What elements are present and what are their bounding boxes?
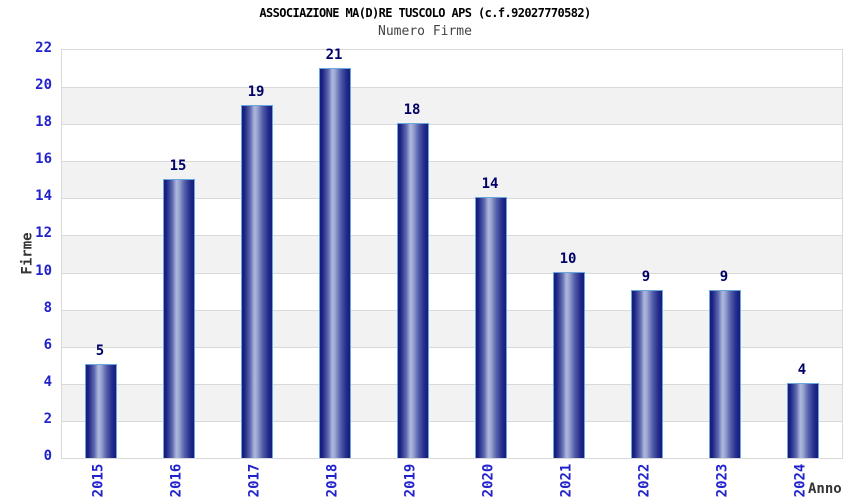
bar bbox=[631, 290, 663, 458]
bar-value-label: 9 bbox=[719, 269, 729, 286]
gridline bbox=[62, 309, 842, 311]
bar-value-label: 14 bbox=[481, 176, 499, 193]
y-tick-label: 16 bbox=[35, 151, 52, 168]
bar-value-label: 21 bbox=[325, 46, 343, 63]
bar-value-label: 10 bbox=[559, 250, 577, 267]
x-tick-label: 2020 bbox=[480, 463, 497, 498]
plot-area bbox=[61, 49, 843, 459]
bar bbox=[787, 382, 819, 458]
y-tick-label: 22 bbox=[35, 40, 52, 56]
y-tick-label: 10 bbox=[35, 262, 52, 279]
y-tick-label: 14 bbox=[35, 188, 52, 205]
gridline bbox=[62, 272, 842, 274]
bar-value-label: 4 bbox=[797, 361, 807, 378]
y-tick-label: 0 bbox=[43, 448, 52, 464]
bar-value-label: 9 bbox=[641, 269, 651, 286]
gridline bbox=[62, 383, 842, 385]
bar bbox=[475, 197, 507, 458]
bar-value-label: 15 bbox=[169, 157, 187, 174]
chart-subtitle: Numero Firme bbox=[378, 24, 472, 39]
x-tick-label: 2017 bbox=[246, 463, 263, 498]
y-tick-label: 6 bbox=[43, 336, 52, 353]
x-tick-label: 2021 bbox=[558, 463, 575, 498]
bar bbox=[709, 290, 741, 458]
gridline bbox=[62, 161, 842, 163]
x-axis-title: Anno bbox=[808, 481, 842, 497]
x-tick-label: 2016 bbox=[168, 463, 185, 498]
y-tick-label: 4 bbox=[43, 373, 52, 390]
y-tick-label: 18 bbox=[35, 114, 52, 131]
x-tick-label: 2018 bbox=[324, 463, 341, 498]
x-tick-label: 2019 bbox=[402, 463, 419, 498]
bar-value-label: 18 bbox=[403, 102, 421, 119]
gridline bbox=[62, 124, 842, 126]
bar bbox=[163, 178, 195, 458]
chart-title: ASSOCIAZIONE MA(D)RE TUSCOLO APS (c.f.92… bbox=[259, 6, 591, 20]
gridline bbox=[62, 235, 842, 237]
bar bbox=[85, 364, 117, 458]
bar bbox=[397, 123, 429, 458]
x-tick-label: 2022 bbox=[636, 463, 653, 498]
bar bbox=[241, 104, 273, 458]
y-tick-label: 2 bbox=[43, 410, 52, 427]
y-tick-label: 20 bbox=[35, 77, 52, 94]
bar-value-label: 5 bbox=[95, 343, 105, 360]
grid-band bbox=[62, 87, 842, 125]
x-tick-label: 2024 bbox=[792, 463, 809, 498]
x-tick-label: 2015 bbox=[90, 463, 107, 498]
gridline bbox=[62, 420, 842, 422]
y-tick-label: 12 bbox=[35, 225, 52, 242]
x-tick-label: 2023 bbox=[714, 463, 731, 498]
bar bbox=[319, 67, 351, 458]
gridline bbox=[62, 346, 842, 348]
gridline bbox=[62, 198, 842, 200]
bar-value-label: 19 bbox=[247, 83, 265, 100]
y-tick-label: 8 bbox=[43, 299, 52, 316]
gridline bbox=[62, 87, 842, 89]
bar bbox=[553, 271, 585, 458]
